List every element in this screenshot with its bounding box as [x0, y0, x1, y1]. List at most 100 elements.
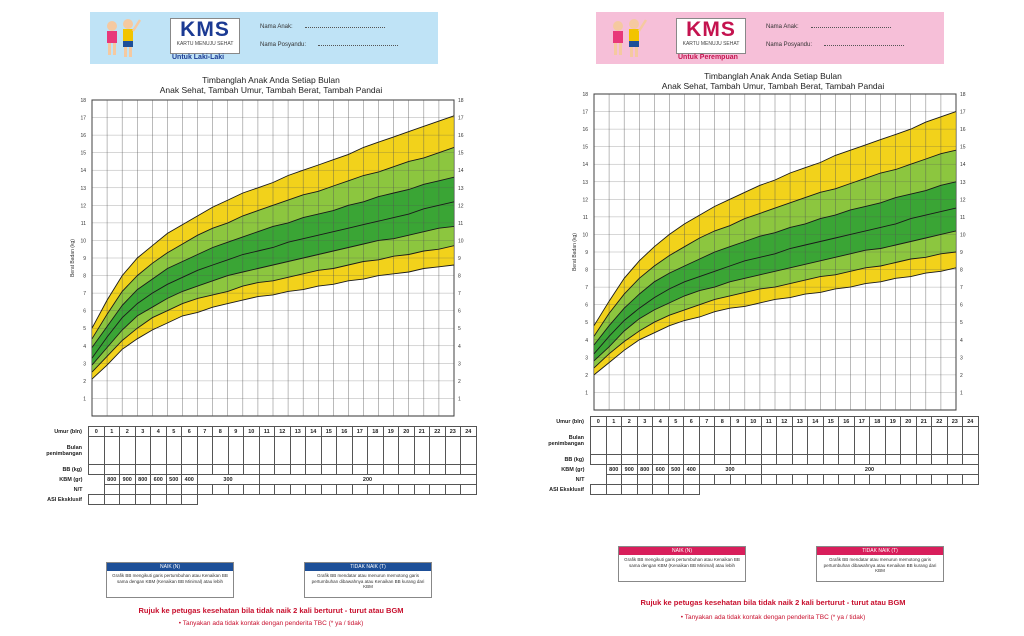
- umur-row-cell[interactable]: 19: [884, 416, 901, 427]
- nt-row-cell[interactable]: [807, 474, 824, 485]
- nt-row-cell[interactable]: [320, 484, 337, 495]
- kbm-row-cell[interactable]: 900: [119, 474, 136, 485]
- asi-eksklusif-row-cell[interactable]: [150, 494, 167, 505]
- bb-row-cell[interactable]: [900, 454, 917, 465]
- bb-row-cell[interactable]: [320, 464, 337, 475]
- umur-row-cell[interactable]: 17: [351, 426, 368, 437]
- kbm-row-cell[interactable]: 500: [165, 474, 182, 485]
- umur-row-cell[interactable]: 24: [962, 416, 979, 427]
- bulan-penimbangan-row-cell[interactable]: [382, 436, 399, 465]
- bulan-penimbangan-row-cell[interactable]: [652, 426, 669, 455]
- umur-row-cell[interactable]: 12: [776, 416, 793, 427]
- umur-row-cell[interactable]: 12: [274, 426, 291, 437]
- umur-row-cell[interactable]: 1: [103, 426, 120, 437]
- umur-row-cell[interactable]: 19: [382, 426, 399, 437]
- bb-row-cell[interactable]: [915, 454, 932, 465]
- bulan-penimbangan-row-cell[interactable]: [181, 436, 198, 465]
- nt-row-cell[interactable]: [931, 474, 948, 485]
- bulan-penimbangan-row-cell[interactable]: [460, 436, 477, 465]
- nt-row-cell[interactable]: [119, 484, 136, 495]
- bb-row-cell[interactable]: [398, 464, 415, 475]
- bb-row-cell[interactable]: [822, 454, 839, 465]
- bb-row-cell[interactable]: [212, 464, 229, 475]
- bb-row-cell[interactable]: [807, 454, 824, 465]
- umur-row-cell[interactable]: 3: [134, 426, 151, 437]
- bb-row-cell[interactable]: [413, 464, 430, 475]
- bb-row-cell[interactable]: [181, 464, 198, 475]
- bb-row-cell[interactable]: [243, 464, 260, 475]
- bb-row-cell[interactable]: [605, 454, 622, 465]
- bb-row-cell[interactable]: [103, 464, 120, 475]
- nama-anak-field[interactable]: Nama Anak:: [766, 24, 891, 30]
- bb-row-cell[interactable]: [714, 454, 731, 465]
- nt-row-cell[interactable]: [776, 474, 793, 485]
- umur-row-cell[interactable]: 23: [444, 426, 461, 437]
- nt-row-cell[interactable]: [382, 484, 399, 495]
- bb-row-cell[interactable]: [621, 454, 638, 465]
- bb-row-cell[interactable]: [88, 464, 105, 475]
- bulan-penimbangan-row-cell[interactable]: [807, 426, 824, 455]
- asi-eksklusif-row-cell[interactable]: [683, 484, 700, 495]
- umur-row-cell[interactable]: 13: [289, 426, 306, 437]
- bulan-penimbangan-row-cell[interactable]: [165, 436, 182, 465]
- nt-row-cell[interactable]: [900, 474, 917, 485]
- kbm-row-cell[interactable]: 300: [698, 464, 762, 475]
- bulan-penimbangan-row-cell[interactable]: [212, 436, 229, 465]
- umur-row-cell[interactable]: 23: [946, 416, 963, 427]
- kbm-row-cell[interactable]: 300: [196, 474, 260, 485]
- bulan-penimbangan-row-cell[interactable]: [88, 436, 105, 465]
- bulan-penimbangan-row-cell[interactable]: [760, 426, 777, 455]
- nt-row-cell[interactable]: [351, 484, 368, 495]
- bulan-penimbangan-row-cell[interactable]: [289, 436, 306, 465]
- kbm-row-cell[interactable]: 400: [683, 464, 700, 475]
- nt-row-cell[interactable]: [838, 474, 855, 485]
- umur-row-cell[interactable]: 13: [791, 416, 808, 427]
- bulan-penimbangan-row-cell[interactable]: [900, 426, 917, 455]
- bulan-penimbangan-row-cell[interactable]: [227, 436, 244, 465]
- nt-row-cell[interactable]: [460, 484, 477, 495]
- umur-row-cell[interactable]: 5: [165, 426, 182, 437]
- kbm-row-cell[interactable]: 200: [258, 474, 477, 485]
- nt-row-cell[interactable]: [444, 484, 461, 495]
- nt-row-cell[interactable]: [165, 484, 182, 495]
- umur-row-cell[interactable]: 18: [367, 426, 384, 437]
- bulan-penimbangan-row-cell[interactable]: [367, 436, 384, 465]
- nt-row-cell[interactable]: [667, 474, 684, 485]
- bulan-penimbangan-row-cell[interactable]: [320, 436, 337, 465]
- bb-row-cell[interactable]: [636, 454, 653, 465]
- bulan-penimbangan-row-cell[interactable]: [150, 436, 167, 465]
- umur-row-cell[interactable]: 8: [212, 426, 229, 437]
- umur-row-cell[interactable]: 10: [745, 416, 762, 427]
- umur-row-cell[interactable]: 15: [822, 416, 839, 427]
- umur-row-cell[interactable]: 5: [667, 416, 684, 427]
- bb-row-cell[interactable]: [853, 454, 870, 465]
- bulan-penimbangan-row-cell[interactable]: [413, 436, 430, 465]
- bulan-penimbangan-row-cell[interactable]: [853, 426, 870, 455]
- nt-row-cell[interactable]: [274, 484, 291, 495]
- nt-row-cell[interactable]: [946, 474, 963, 485]
- nt-row-cell[interactable]: [243, 484, 260, 495]
- bulan-penimbangan-row-cell[interactable]: [667, 426, 684, 455]
- umur-row-cell[interactable]: 20: [900, 416, 917, 427]
- umur-row-cell[interactable]: 11: [258, 426, 275, 437]
- bulan-penimbangan-row-cell[interactable]: [698, 426, 715, 455]
- bulan-penimbangan-row-cell[interactable]: [745, 426, 762, 455]
- bulan-penimbangan-row-cell[interactable]: [683, 426, 700, 455]
- bb-row-cell[interactable]: [869, 454, 886, 465]
- bb-row-cell[interactable]: [760, 454, 777, 465]
- nt-row-cell[interactable]: [289, 484, 306, 495]
- umur-row-cell[interactable]: 17: [853, 416, 870, 427]
- bb-row-cell[interactable]: [119, 464, 136, 475]
- bb-row-cell[interactable]: [336, 464, 353, 475]
- umur-row-cell[interactable]: 6: [683, 416, 700, 427]
- nama-anak-field[interactable]: Nama Anak:: [260, 24, 385, 30]
- bb-row-cell[interactable]: [289, 464, 306, 475]
- bb-row-cell[interactable]: [946, 454, 963, 465]
- kbm-row-cell[interactable]: 800: [605, 464, 622, 475]
- umur-row-cell[interactable]: 0: [590, 416, 607, 427]
- nt-row-cell[interactable]: [962, 474, 979, 485]
- nt-row-cell[interactable]: [150, 484, 167, 495]
- umur-row-cell[interactable]: 16: [838, 416, 855, 427]
- kbm-row-cell[interactable]: 800: [636, 464, 653, 475]
- nt-row-cell[interactable]: [714, 474, 731, 485]
